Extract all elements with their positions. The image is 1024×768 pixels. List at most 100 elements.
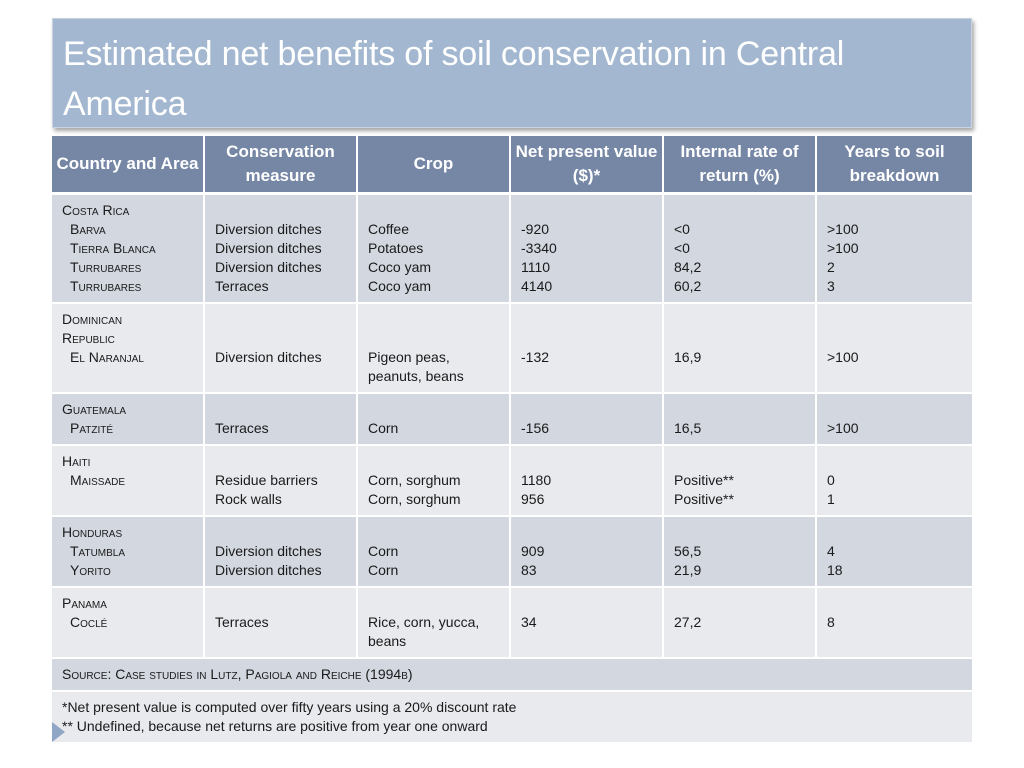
- measure-cell: Diversion ditches Diversion ditches: [205, 517, 358, 588]
- irr-value: 16,5: [674, 420, 702, 436]
- area-name: Coclé: [70, 614, 108, 630]
- source-row: Source: Case studies in Lutz, Pagiola an…: [52, 659, 972, 692]
- header-country-area: Country and Area: [52, 136, 205, 195]
- years-value: 8: [827, 614, 835, 630]
- irr-value: Positive**: [674, 491, 734, 507]
- crop-cell: Pigeon peas, peanuts, beans: [358, 304, 511, 394]
- years-value: 0: [827, 472, 835, 488]
- crop-value: Coco yam: [368, 278, 432, 294]
- measure-value: Terraces: [215, 420, 269, 436]
- country-name: Honduras: [62, 524, 123, 540]
- crop-value: Corn: [368, 420, 399, 436]
- header-internal-rate-of-return: Internal rate of return (%): [664, 136, 817, 195]
- npv-cell: 909 83: [511, 517, 664, 588]
- irr-value: 56,5: [674, 543, 702, 559]
- notes-cell: *Net present value is computed over fift…: [52, 692, 972, 744]
- source-cell: Source: Case studies in Lutz, Pagiola an…: [52, 659, 972, 692]
- country-area-cell: Dominican Republic El Naranjal: [52, 304, 205, 394]
- years-cell: 0 1: [817, 446, 972, 517]
- crop-value: Corn, sorghum: [368, 491, 461, 507]
- irr-cell: <0 <0 84,2 60,2: [664, 195, 817, 304]
- triangle-bullet-icon: [52, 722, 65, 742]
- irr-cell: Positive** Positive**: [664, 446, 817, 517]
- npv-value: 34: [521, 614, 537, 630]
- irr-value: 16,9: [674, 349, 702, 365]
- country-area-cell: Guatemala Patzité: [52, 394, 205, 446]
- group-row-panama: Panama Coclé Terraces Rice, corn, yucca,…: [52, 588, 972, 659]
- source-text: Source: Case studies in Lutz, Pagiola an…: [62, 666, 413, 682]
- area-name: Barva: [70, 221, 106, 237]
- measure-cell: Residue barriers Rock walls: [205, 446, 358, 517]
- crop-value: Potatoes: [368, 240, 424, 256]
- irr-cell: 16,9: [664, 304, 817, 394]
- irr-cell: 27,2: [664, 588, 817, 659]
- group-row-dominican-republic: Dominican Republic El Naranjal Diversion…: [52, 304, 972, 394]
- crop-value: Corn: [368, 543, 399, 559]
- years-value: >100: [827, 420, 859, 436]
- irr-value: 60,2: [674, 278, 702, 294]
- country-name: Guatemala: [62, 401, 127, 417]
- npv-value: 1110: [521, 259, 551, 275]
- header-conservation-measure: Conservation measure: [205, 136, 358, 195]
- crop-cell: Coffee Potatoes Coco yam Coco yam: [358, 195, 511, 304]
- measure-cell: Diversion ditches: [205, 304, 358, 394]
- group-row-honduras: Honduras Tatumbla Yorito Diversion ditch…: [52, 517, 972, 588]
- group-row-costa-rica: Costa Rica Barva Tierra Blanca Turrubare…: [52, 195, 972, 304]
- years-value: 2: [827, 259, 835, 275]
- country-area-cell: Panama Coclé: [52, 588, 205, 659]
- measure-value: Terraces: [215, 278, 269, 294]
- footnote-irr: ** Undefined, because net returns are po…: [62, 718, 488, 734]
- area-name: Yorito: [70, 562, 111, 578]
- irr-value: <0: [674, 240, 690, 256]
- country-name: Dominican: [62, 311, 123, 327]
- irr-value: <0: [674, 221, 690, 237]
- crop-cell: Corn Corn: [358, 517, 511, 588]
- npv-cell: -920 -3340 1110 4140: [511, 195, 664, 304]
- npv-value: -3340: [521, 240, 557, 256]
- area-name: Tierra Blanca: [70, 240, 156, 256]
- irr-value: Positive**: [674, 472, 734, 488]
- years-value: 18: [827, 562, 843, 578]
- measure-cell: Diversion ditches Diversion ditches Dive…: [205, 195, 358, 304]
- years-value: >100: [827, 221, 859, 237]
- years-cell: 8: [817, 588, 972, 659]
- measure-value: Diversion ditches: [215, 543, 322, 559]
- country-area-cell: Haiti Maissade: [52, 446, 205, 517]
- irr-cell: 56,5 21,9: [664, 517, 817, 588]
- npv-value: 1180: [521, 472, 552, 488]
- crop-value: Coco yam: [368, 259, 432, 275]
- npv-value: -132: [521, 349, 550, 365]
- footnote-npv: *Net present value is computed over fift…: [62, 699, 517, 715]
- crop-value: Rice, corn, yucca, beans: [368, 614, 480, 649]
- years-cell: 4 18: [817, 517, 972, 588]
- years-cell: >100 >100 2 3: [817, 195, 972, 304]
- header-crop: Crop: [358, 136, 511, 195]
- notes-row: *Net present value is computed over fift…: [52, 692, 972, 744]
- measure-value: Diversion ditches: [215, 221, 322, 237]
- crop-value: Corn, sorghum: [368, 472, 461, 488]
- measure-value: Terraces: [215, 614, 269, 630]
- measure-cell: Terraces: [205, 588, 358, 659]
- npv-value: 4140: [521, 278, 553, 294]
- header-years-to-soil-breakdown: Years to soil breakdown: [817, 136, 972, 195]
- npv-value: 909: [521, 543, 545, 559]
- years-cell: >100: [817, 304, 972, 394]
- area-name: Maissade: [70, 472, 126, 488]
- measure-value: Residue barriers: [215, 472, 318, 488]
- header-net-present-value: Net present value ($)*: [511, 136, 664, 195]
- group-row-guatemala: Guatemala Patzité Terraces Corn -156 16,…: [52, 394, 972, 446]
- years-value: >100: [827, 349, 859, 365]
- benefits-table: Country and Area Conservation measure Cr…: [52, 136, 972, 744]
- npv-cell: -132: [511, 304, 664, 394]
- years-value: 4: [827, 543, 835, 559]
- country-name: Costa Rica: [62, 202, 130, 218]
- country-area-cell: Honduras Tatumbla Yorito: [52, 517, 205, 588]
- crop-cell: Rice, corn, yucca, beans: [358, 588, 511, 659]
- npv-value: -156: [521, 420, 550, 436]
- irr-value: 21,9: [674, 562, 702, 578]
- crop-cell: Corn, sorghum Corn, sorghum: [358, 446, 511, 517]
- crop-value: Pigeon peas, peanuts, beans: [368, 349, 464, 384]
- area-name: Patzité: [70, 420, 114, 436]
- measure-value: Rock walls: [215, 491, 282, 507]
- years-cell: >100: [817, 394, 972, 446]
